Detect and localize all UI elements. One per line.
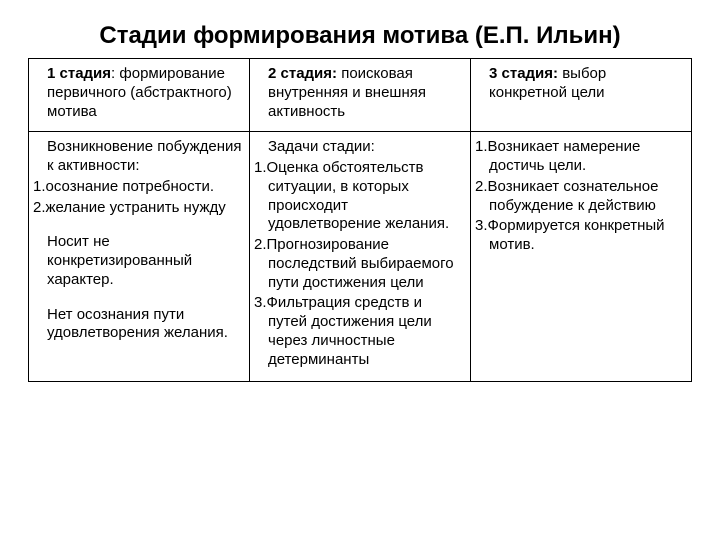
c1-note1: Носит не конкретизированный характер. <box>47 233 243 289</box>
stage2-label: 2 стадия: <box>268 65 337 82</box>
stages-table: 1 стадия: формирование первичного (абстр… <box>28 58 692 382</box>
spacer <box>47 219 243 233</box>
c2-item3: 3.Фильтрация средств и путей достижения … <box>268 294 464 369</box>
header-cell-3: 3 стадия: выбор конкретной цели <box>471 59 692 132</box>
header-cell-1: 1 стадия: формирование первичного (абстр… <box>29 59 250 132</box>
c1-item2: 2.желание устранить нужду <box>47 199 243 218</box>
body-row: Возникновение побуждения к активности: 1… <box>29 132 692 382</box>
c3-item2: 2.Возникает сознательное побуждение к де… <box>489 178 685 216</box>
c1-intro: Возникновение побуждения к активности: <box>47 138 243 176</box>
c1-note2: Нет осознания пути удовлетворения желани… <box>47 306 243 344</box>
body-cell-3: 1.Возникает намерение достичь цели. 2.Во… <box>471 132 692 382</box>
spacer <box>47 292 243 306</box>
page-title: Стадии формирования мотива (Е.П. Ильин) <box>28 22 692 50</box>
c1-item1: 1.осознание потребности. <box>47 178 243 197</box>
body-cell-2: Задачи стадии: 1.Оценка обстоятельств си… <box>250 132 471 382</box>
body-cell-1: Возникновение побуждения к активности: 1… <box>29 132 250 382</box>
stage1-label: 1 стадия <box>47 65 111 82</box>
c3-item3: 3.Формируется конкретный мотив. <box>489 217 685 255</box>
c2-item1: 1.Оценка обстоятельств ситуации, в котор… <box>268 159 464 234</box>
stage3-label: 3 стадия: <box>489 65 558 82</box>
header-row: 1 стадия: формирование первичного (абстр… <box>29 59 692 132</box>
c2-item2: 2.Прогнозирование последствий выбираемог… <box>268 236 464 292</box>
c2-intro: Задачи стадии: <box>268 138 464 157</box>
c3-item1: 1.Возникает намерение достичь цели. <box>489 138 685 176</box>
header-cell-2: 2 стадия: поисковая внутренняя и внешняя… <box>250 59 471 132</box>
